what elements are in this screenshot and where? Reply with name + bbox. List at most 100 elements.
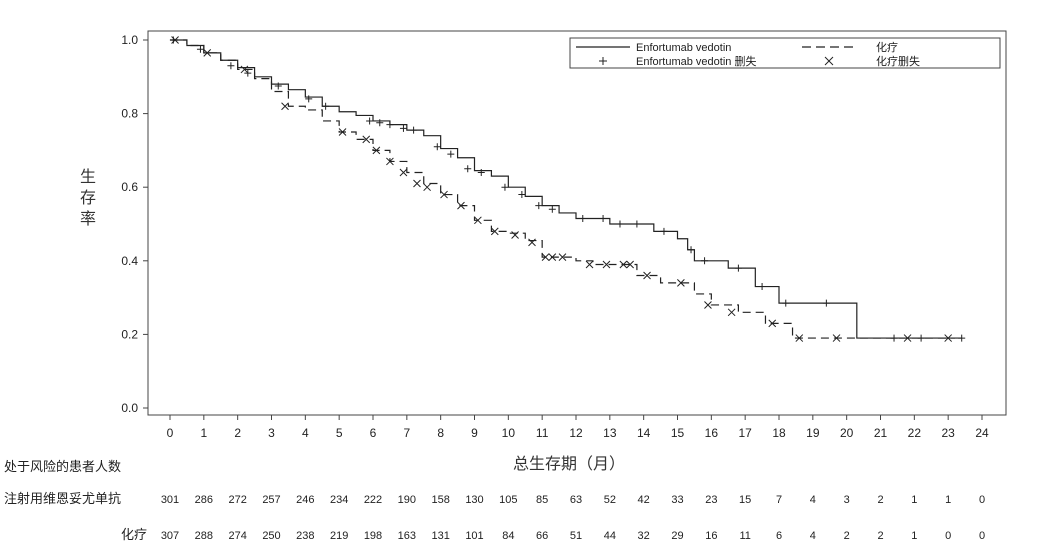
ev-censor-mark: [322, 102, 330, 110]
y-axis-title-char: 存: [80, 188, 96, 207]
risk-row-label-ev: 注射用维恩妥尤单抗: [4, 491, 121, 507]
risk-count: 190: [398, 494, 416, 506]
ev-censor-mark: [535, 202, 543, 210]
risk-count: 272: [228, 494, 246, 506]
x-tick-label: 18: [772, 426, 786, 440]
risk-count: 84: [502, 530, 514, 542]
ev-censor-mark: [433, 143, 441, 151]
y-tick-label: 0.2: [121, 327, 138, 341]
risk-count: 101: [465, 530, 483, 542]
ev-censor-mark: [477, 168, 485, 176]
ev-censor-mark: [616, 220, 624, 228]
risk-count: 52: [604, 494, 616, 506]
risk-row-ev: 301 286 272 257 246 234 222 190 158 130 105 85 63 52 4…: [161, 494, 985, 506]
y-axis: 0.0 0.2 0.4 0.6 0.8 1.0: [121, 33, 148, 415]
x-tick-label: 11: [536, 426, 549, 440]
risk-count: 15: [739, 494, 751, 506]
risk-count: 219: [330, 530, 348, 542]
ev-censor-mark: [447, 150, 455, 158]
ev-censor-mark: [579, 214, 587, 222]
risk-count: 307: [161, 530, 179, 542]
chemo-censor-mark: [474, 216, 482, 225]
risk-count: 63: [570, 494, 582, 506]
chemo-censor-mark: [338, 128, 347, 136]
ev-censor-mark: [782, 299, 790, 307]
ev-censor-mark: [366, 117, 374, 125]
risk-count: 0: [979, 530, 985, 542]
ev-censor-mark: [227, 62, 235, 70]
ev-censor-mark: [305, 95, 313, 103]
chemo-censor-mark: [490, 227, 499, 236]
risk-count: 246: [296, 494, 314, 506]
x-tick-label: 15: [671, 426, 685, 440]
x-tick-label: 16: [705, 426, 719, 440]
chemo-censor-mark: [768, 319, 777, 328]
risk-count: 85: [536, 494, 548, 506]
y-tick-label: 0.6: [121, 180, 138, 194]
survival-curves: [169, 36, 966, 342]
chemo-censor-mark: [203, 49, 212, 57]
risk-count: 222: [364, 494, 382, 506]
risk-count: 257: [262, 494, 280, 506]
chemo-censor-mark: [528, 238, 536, 247]
ev-censor-mark: [410, 126, 418, 134]
risk-count: 1: [911, 530, 917, 542]
x-tick-label: 0: [167, 426, 174, 440]
ev-censor-mark: [386, 121, 394, 129]
x-tick-label: 6: [370, 426, 377, 440]
chemo-censor-mark: [619, 260, 628, 269]
risk-count: 51: [570, 530, 582, 542]
x-tick-label: 22: [908, 426, 922, 440]
chemo-censor-mark: [541, 253, 550, 261]
risk-count: 3: [844, 494, 850, 506]
risk-count: 42: [638, 494, 650, 506]
risk-count: 131: [431, 530, 449, 542]
chemo-censor-mark: [602, 260, 611, 269]
risk-count: 23: [705, 494, 717, 506]
chemo-censor-mark: [677, 279, 685, 287]
ev-censor-mark: [758, 283, 766, 291]
x-axis: 0 1 2 3 4 5 6 7 8 9 10 11 12 13 14 15 16 17 18 19 20 21 22 23 24: [167, 415, 989, 440]
chemo-censor-mark: [558, 253, 567, 261]
legend-label-ev: Enfortumab vedotin: [636, 42, 731, 54]
legend-label-chemo-censor: 化疗删失: [876, 54, 920, 68]
ev-censor-mark: [464, 165, 472, 173]
risk-count: 238: [296, 530, 314, 542]
x-tick-label: 3: [268, 426, 275, 440]
risk-count: 286: [195, 494, 213, 506]
x-tick-label: 4: [302, 426, 309, 440]
risk-row-label-chemo: 化疗: [121, 528, 147, 543]
risk-count: 2: [844, 530, 850, 542]
risk-count: 7: [776, 494, 782, 506]
risk-count: 158: [431, 494, 449, 506]
chemo-censor-mark: [362, 135, 371, 144]
chemo-censor-mark: [511, 231, 519, 239]
chemo-censor-mark: [903, 334, 912, 342]
chemo-censor-mark: [457, 201, 465, 210]
ev-censor-mark: [599, 214, 607, 222]
risk-count: 11: [739, 530, 750, 542]
risk-count: 250: [262, 530, 280, 542]
ev-censor-mark: [501, 183, 509, 191]
risk-count: 274: [228, 530, 246, 542]
chemo-censor-mark: [399, 168, 408, 177]
risk-table-title: 处于风险的患者人数: [4, 459, 121, 475]
risk-count: 4: [810, 494, 816, 506]
y-tick-label: 0.8: [121, 107, 138, 121]
risk-count: 288: [195, 530, 213, 542]
legend-label-chemo: 化疗: [876, 40, 898, 54]
chemo-censor-mark: [795, 334, 804, 342]
ev-censor-mark: [958, 334, 966, 342]
x-tick-label: 17: [738, 426, 752, 440]
x-tick-label: 13: [603, 426, 617, 440]
chemo-censor-mark: [171, 36, 179, 44]
risk-count: 66: [536, 530, 548, 542]
x-tick-label: 24: [975, 426, 989, 440]
risk-count: 16: [705, 530, 717, 542]
risk-count: 105: [499, 494, 517, 506]
chemo-censor-mark: [372, 146, 381, 155]
ev-censor-mark: [376, 119, 384, 127]
risk-count: 163: [398, 530, 416, 542]
chemo-censor-mark: [386, 157, 394, 166]
ev-censor-mark: [687, 246, 695, 254]
